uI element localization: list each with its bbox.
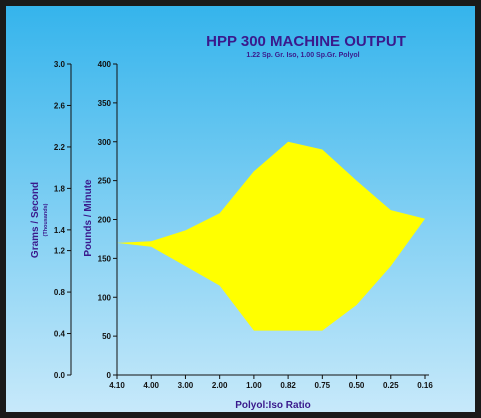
x-tick-label: 0.82: [280, 381, 296, 390]
x-tick-label: 3.00: [178, 381, 194, 390]
x-tick-label: 0.75: [315, 381, 331, 390]
area-layer: [117, 141, 425, 331]
x-tick-label: 0.16: [417, 381, 433, 390]
chart-subtitle: 1.22 Sp. Gr. Iso, 1.00 Sp.Gr. Polyol: [246, 52, 359, 59]
x-axis-label: Polyol:Iso Ratio: [235, 400, 311, 411]
y-axis-label-left-units: (Thousands): [43, 203, 49, 236]
pounds-tick-label: 300: [98, 138, 112, 147]
x-tick-label: 0.50: [349, 381, 365, 390]
grams-tick-label: 0.0: [54, 371, 66, 380]
pounds-tick-label: 200: [98, 216, 112, 225]
axes-layer: 0.00.40.81.21.41.82.22.63.00501001502002…: [54, 60, 433, 390]
x-tick-label: 4.00: [143, 381, 159, 390]
x-tick-label: 4.10: [109, 381, 125, 390]
grams-tick-label: 0.4: [54, 330, 66, 339]
chart-title: HPP 300 MACHINE OUTPUT: [206, 33, 406, 50]
grams-tick-label: 2.2: [54, 143, 66, 152]
grams-tick-label: 1.2: [54, 247, 66, 256]
grams-tick-label: 0.8: [54, 288, 66, 297]
pounds-tick-label: 0: [107, 371, 112, 380]
y-axis-label-right: Pounds / Minute: [83, 179, 94, 257]
x-tick-label: 2.00: [212, 381, 228, 390]
pounds-tick-label: 100: [98, 293, 112, 302]
pounds-tick-label: 350: [98, 99, 112, 108]
y-axis-label-left: Grams / Second: [30, 182, 41, 258]
pounds-tick-label: 400: [98, 60, 112, 69]
x-tick-label: 0.25: [383, 381, 399, 390]
grams-tick-label: 3.0: [54, 60, 66, 69]
pounds-tick-label: 150: [98, 254, 112, 263]
grams-tick-label: 1.8: [54, 184, 66, 193]
x-tick-label: 1.00: [246, 381, 262, 390]
output-range-area: [117, 141, 425, 331]
pounds-tick-label: 50: [102, 332, 111, 341]
pounds-tick-label: 250: [98, 177, 112, 186]
grams-tick-label: 1.4: [54, 226, 66, 235]
grams-tick-label: 2.6: [54, 101, 66, 110]
